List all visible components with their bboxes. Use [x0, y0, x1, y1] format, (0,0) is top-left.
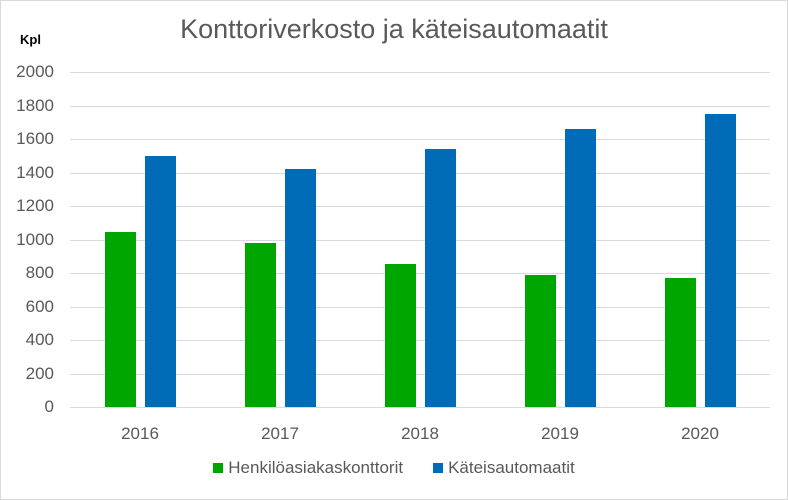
chart-title: Konttoriverkosto ja käteisautomaatit	[180, 14, 608, 44]
gridline	[70, 105, 770, 107]
gridline	[70, 306, 770, 308]
bar-2017-kateisautomaatit	[284, 169, 316, 407]
y-tick-label: 0	[44, 397, 54, 416]
x-tick-label: 2018	[401, 424, 439, 443]
bar-2017-henkiloasiakaskonttorit	[244, 242, 276, 407]
gridline	[70, 172, 770, 174]
y-tick-label: 2000	[16, 62, 54, 81]
gridline	[70, 340, 770, 341]
legend-item-henkiloasiakaskonttorit: Henkilöasiakaskonttorit	[213, 458, 403, 478]
legend: Henkilöasiakaskonttorit Käteisautomaatit	[0, 458, 788, 478]
x-tick-label: 2016	[121, 424, 159, 443]
x-tick-label: 2019	[541, 424, 579, 443]
y-tick-label: 800	[25, 263, 54, 282]
bar-2018-henkiloasiakaskonttorit	[384, 263, 416, 407]
y-axis-label: Kpl	[20, 32, 41, 47]
gridline	[70, 407, 770, 408]
bar-2019-kateisautomaatit	[564, 128, 596, 407]
plot-area	[70, 72, 770, 408]
bar-2016-henkiloasiakaskonttorit	[104, 231, 136, 407]
x-tick-label: 2017	[261, 424, 299, 443]
legend-swatch-blue-icon	[433, 463, 444, 473]
y-tick-label: 400	[25, 330, 54, 349]
y-tick-label: 1200	[16, 196, 54, 215]
gridline	[70, 239, 770, 241]
gridline	[70, 139, 770, 140]
gridline	[70, 72, 770, 73]
y-tick-label: 1000	[16, 229, 54, 249]
y-tick-label: 200	[25, 363, 54, 383]
gridline	[70, 206, 770, 207]
y-tick-label: 1400	[16, 162, 54, 182]
legend-label: Henkilöasiakaskonttorit	[228, 458, 404, 477]
legend-swatch-green-icon	[213, 463, 224, 473]
bar-2018-kateisautomaatit	[424, 149, 456, 407]
legend-label: Käteisautomaatit	[448, 458, 575, 477]
bar-2020-henkiloasiakaskonttorit	[664, 278, 696, 407]
x-tick-label: 2020	[681, 424, 719, 443]
y-tick-label: 1600	[16, 129, 54, 148]
legend-item-kateisautomaatit: Käteisautomaatit	[433, 458, 575, 478]
y-tick-label: 1800	[16, 95, 54, 115]
gridline	[70, 373, 770, 375]
bar-2020-kateisautomaatit	[704, 113, 736, 407]
y-tick-label: 600	[25, 296, 54, 316]
bar-2019-henkiloasiakaskonttorit	[524, 274, 556, 407]
bar-2016-kateisautomaatit	[144, 155, 176, 407]
gridline	[70, 273, 770, 274]
